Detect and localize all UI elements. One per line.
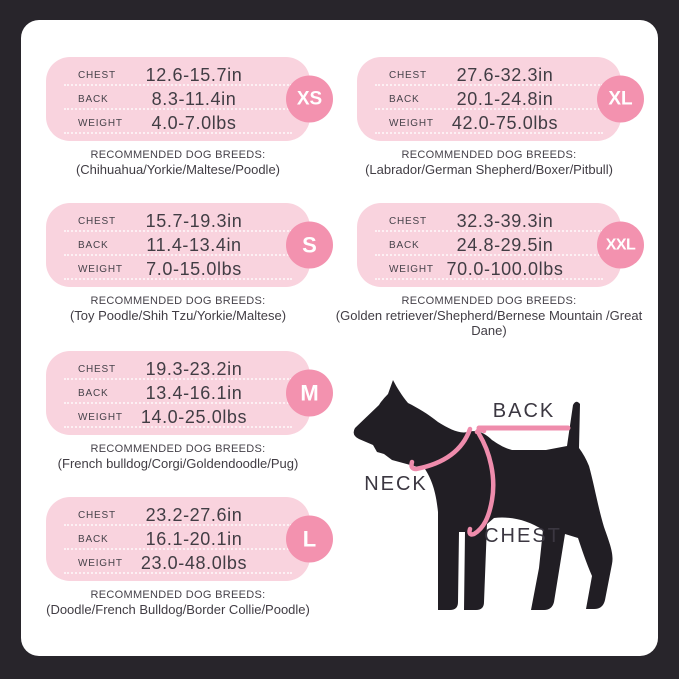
dog-measurement-diagram <box>346 372 646 617</box>
back-label: BACK <box>78 533 109 545</box>
back-value: 16.1-20.1in <box>145 528 243 549</box>
chest-label: CHEST <box>78 69 116 81</box>
size-card-l: CHEST 23.2-27.6in BACK 16.1-20.1in WEIGH… <box>46 497 333 581</box>
dog-body-shape <box>353 380 613 610</box>
measurement-row-weight: WEIGHT 42.0-75.0lbs <box>357 111 621 135</box>
measurement-row-weight: WEIGHT 23.0-48.0lbs <box>46 551 310 575</box>
breeds-block-s: RECOMMENDED DOG BREEDS: (Toy Poodle/Shih… <box>16 294 340 323</box>
measurement-row-weight: WEIGHT 4.0-7.0lbs <box>46 111 310 135</box>
breeds-names: (Doodle/French Bulldog/Border Collie/Poo… <box>46 602 310 617</box>
chest-strap-line <box>467 427 496 537</box>
breeds-title: RECOMMENDED DOG BREEDS: <box>401 149 577 161</box>
chest-label: CHEST <box>389 69 427 81</box>
breeds-block-m: RECOMMENDED DOG BREEDS: (French bulldog/… <box>16 442 340 471</box>
weight-label: WEIGHT <box>389 117 434 129</box>
weight-value: 14.0-25.0lbs <box>140 406 248 427</box>
measurement-row-back: BACK 24.8-29.5in <box>357 233 621 257</box>
size-group-s: CHEST 15.7-19.3in BACK 11.4-13.4in WEIGH… <box>46 203 333 323</box>
back-value: 8.3-11.4in <box>151 88 237 109</box>
measurement-row-chest: CHEST 15.7-19.3in <box>46 209 310 233</box>
back-label: BACK <box>78 93 109 105</box>
measurement-row-weight: WEIGHT 70.0-100.0lbs <box>357 257 621 281</box>
weight-label: WEIGHT <box>389 263 434 275</box>
dog-silhouette <box>353 380 613 610</box>
chest-label: CHEST <box>78 215 116 227</box>
size-badge-l: L <box>286 515 333 563</box>
measurement-row-chest: CHEST 32.3-39.3in <box>357 209 621 233</box>
breeds-block-xxl: RECOMMENDED DOG BREEDS: (Golden retrieve… <box>327 294 651 338</box>
size-card-xs: CHEST 12.6-15.7in BACK 8.3-11.4in WEIGHT… <box>46 57 333 141</box>
chest-label: CHEST <box>389 215 427 227</box>
size-badge-xxl: XXL <box>597 221 644 269</box>
size-group-xl: CHEST 27.6-32.3in BACK 20.1-24.8in WEIGH… <box>357 57 644 177</box>
chest-label: CHEST <box>78 509 116 521</box>
weight-value: 23.0-48.0lbs <box>140 552 248 573</box>
size-badge-xs: XS <box>286 75 333 123</box>
chest-label: CHEST <box>78 363 116 375</box>
back-label: BACK <box>389 239 420 251</box>
chest-value: 19.3-23.2in <box>145 358 243 379</box>
weight-value: 70.0-100.0lbs <box>446 258 564 279</box>
measurement-row-back: BACK 11.4-13.4in <box>46 233 310 257</box>
size-card-xl: CHEST 27.6-32.3in BACK 20.1-24.8in WEIGH… <box>357 57 644 141</box>
breeds-block-xs: RECOMMENDED DOG BREEDS: (Chihuahua/Yorki… <box>16 148 340 177</box>
chest-value: 15.7-19.3in <box>145 210 243 231</box>
size-card-s: CHEST 15.7-19.3in BACK 11.4-13.4in WEIGH… <box>46 203 333 287</box>
back-value: 24.8-29.5in <box>456 234 554 255</box>
weight-value: 42.0-75.0lbs <box>451 112 559 133</box>
measurement-row-weight: WEIGHT 14.0-25.0lbs <box>46 405 310 429</box>
weight-label: WEIGHT <box>78 263 123 275</box>
chest-value: 32.3-39.3in <box>456 210 554 231</box>
size-group-xs: CHEST 12.6-15.7in BACK 8.3-11.4in WEIGHT… <box>46 57 333 177</box>
breeds-title: RECOMMENDED DOG BREEDS: <box>90 589 266 601</box>
size-group-l: CHEST 23.2-27.6in BACK 16.1-20.1in WEIGH… <box>46 497 333 617</box>
size-card-m: CHEST 19.3-23.2in BACK 13.4-16.1in WEIGH… <box>46 351 333 435</box>
weight-value: 7.0-15.0lbs <box>146 258 242 279</box>
breeds-block-xl: RECOMMENDED DOG BREEDS: (Labrador/German… <box>327 148 651 177</box>
diagram-chest-label: CHEST <box>484 525 562 547</box>
size-badge-s: S <box>286 221 333 269</box>
back-value: 13.4-16.1in <box>145 382 243 403</box>
back-label: BACK <box>389 93 420 105</box>
breeds-title: RECOMMENDED DOG BREEDS: <box>90 149 266 161</box>
breeds-names: (French bulldog/Corgi/Goldendoodle/Pug) <box>57 456 299 471</box>
measurement-row-back: BACK 13.4-16.1in <box>46 381 310 405</box>
breeds-title: RECOMMENDED DOG BREEDS: <box>401 295 577 307</box>
measurement-row-chest: CHEST 27.6-32.3in <box>357 63 621 87</box>
breeds-block-l: RECOMMENDED DOG BREEDS: (Doodle/French B… <box>16 588 340 617</box>
measurement-row-chest: CHEST 12.6-15.7in <box>46 63 310 87</box>
weight-label: WEIGHT <box>78 557 123 569</box>
weight-label: WEIGHT <box>78 411 123 423</box>
size-group-xxl: CHEST 32.3-39.3in BACK 24.8-29.5in WEIGH… <box>336 203 644 338</box>
measurement-row-back: BACK 8.3-11.4in <box>46 87 310 111</box>
measurement-row-back: BACK 16.1-20.1in <box>46 527 310 551</box>
neck-strap-line <box>409 426 473 472</box>
breeds-title: RECOMMENDED DOG BREEDS: <box>90 295 266 307</box>
diagram-neck-label: NECK <box>364 473 428 495</box>
size-group-m: CHEST 19.3-23.2in BACK 13.4-16.1in WEIGH… <box>46 351 333 471</box>
breeds-title: RECOMMENDED DOG BREEDS: <box>90 443 266 455</box>
weight-value: 4.0-7.0lbs <box>151 112 237 133</box>
size-badge-m: M <box>286 369 333 417</box>
breeds-names: (Golden retriever/Shepherd/Bernese Mount… <box>335 308 643 338</box>
back-label: BACK <box>78 387 109 399</box>
size-badge-xl: XL <box>597 75 644 123</box>
weight-label: WEIGHT <box>78 117 123 129</box>
chest-value: 12.6-15.7in <box>145 64 243 85</box>
back-value: 11.4-13.4in <box>146 234 242 255</box>
breeds-names: (Toy Poodle/Shih Tzu/Yorkie/Maltese) <box>69 308 287 323</box>
breeds-names: (Chihuahua/Yorkie/Maltese/Poodle) <box>75 162 281 177</box>
back-label: BACK <box>78 239 109 251</box>
measurement-row-weight: WEIGHT 7.0-15.0lbs <box>46 257 310 281</box>
measurement-row-chest: CHEST 23.2-27.6in <box>46 503 310 527</box>
diagram-back-label: BACK <box>492 400 556 422</box>
measurement-row-chest: CHEST 19.3-23.2in <box>46 357 310 381</box>
size-card-xxl: CHEST 32.3-39.3in BACK 24.8-29.5in WEIGH… <box>357 203 644 287</box>
chest-value: 27.6-32.3in <box>456 64 554 85</box>
chest-value: 23.2-27.6in <box>145 504 243 525</box>
breeds-names: (Labrador/German Shepherd/Boxer/Pitbull) <box>365 162 613 177</box>
back-value: 20.1-24.8in <box>456 88 554 109</box>
measurement-row-back: BACK 20.1-24.8in <box>357 87 621 111</box>
